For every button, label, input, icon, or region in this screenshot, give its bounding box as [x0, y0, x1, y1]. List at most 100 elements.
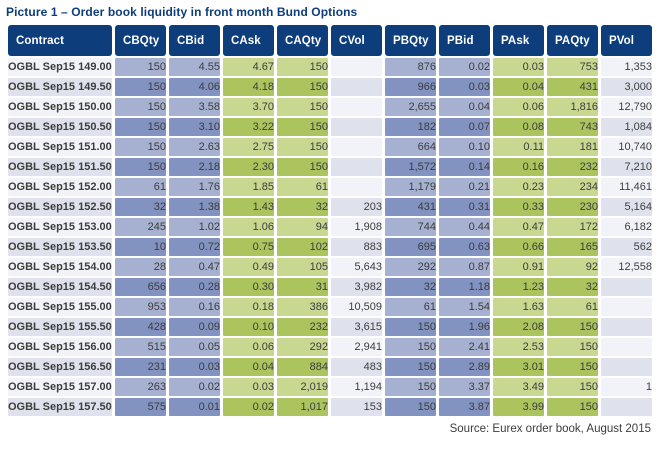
table-row: OGBL Sep15 152.50 32 1.38 1.43 32 203 431 0.31 0… [8, 198, 652, 216]
page-title: Picture 1 – Order book liquidity in fron… [6, 5, 358, 19]
cell-pbqty: 744 [385, 218, 436, 236]
cell-contract: OGBL Sep15 157.00 [8, 378, 112, 396]
cell-cvol [331, 138, 382, 156]
cell-cbid: 1.76 [169, 178, 220, 196]
cell-paqty: 150 [547, 358, 598, 376]
table-row: OGBL Sep15 151.50 150 2.18 2.30 150 1,572 0.14… [8, 158, 652, 176]
cell-caqty: 386 [277, 298, 328, 316]
table-row: OGBL Sep15 157.00 263 0.02 0.03 2,019 1,194 15… [8, 378, 652, 396]
cell-pvol: 6,182 [601, 218, 652, 236]
cell-cask: 3.22 [223, 118, 274, 136]
cell-pvol: 10,740 [601, 138, 652, 156]
cell-pask: 2.53 [493, 338, 544, 356]
cell-cvol [331, 118, 382, 136]
cell-pbqty: 966 [385, 78, 436, 96]
cell-pbid: 1.18 [439, 278, 490, 296]
table-header-cell-cask: CAsk [223, 25, 274, 56]
cell-pbid: 3.87 [439, 398, 490, 416]
cell-cask: 1.85 [223, 178, 274, 196]
cell-caqty: 150 [277, 158, 328, 176]
table-row: OGBL Sep15 156.50 231 0.03 0.04 884 483 150 2.8… [8, 358, 652, 376]
cell-cbid: 0.03 [169, 358, 220, 376]
cell-pask: 0.23 [493, 178, 544, 196]
cell-cask: 2.30 [223, 158, 274, 176]
table-row: OGBL Sep15 157.50 575 0.01 0.02 1,017 153 150 3… [8, 398, 652, 416]
cell-cvol: 483 [331, 358, 382, 376]
cell-cvol [331, 158, 382, 176]
cell-pbqty: 1,572 [385, 158, 436, 176]
cell-pask: 0.91 [493, 258, 544, 276]
cell-contract: OGBL Sep15 156.00 [8, 338, 112, 356]
cell-pask: 0.11 [493, 138, 544, 156]
cell-pvol: 5,164 [601, 198, 652, 216]
cell-pask: 3.49 [493, 378, 544, 396]
cell-paqty: 230 [547, 198, 598, 216]
cell-cbqty: 150 [115, 158, 166, 176]
table-header: Contract CBQty CBid CAsk CAQty CVol PBQty PBid P… [8, 25, 652, 56]
cell-pask: 0.08 [493, 118, 544, 136]
table-row: OGBL Sep15 153.50 10 0.72 0.75 102 883 695 0.63… [8, 238, 652, 256]
cell-pbqty: 431 [385, 198, 436, 216]
table-header-cell-paqty: PAQty [547, 25, 598, 56]
cell-cbid: 0.72 [169, 238, 220, 256]
cell-cbqty: 28 [115, 258, 166, 276]
table-header-cell-pvol: PVol [601, 25, 652, 56]
cell-pbqty: 150 [385, 398, 436, 416]
cell-pvol [601, 338, 652, 356]
table-row: OGBL Sep15 155.00 953 0.16 0.18 386 10,509 61 1… [8, 298, 652, 316]
cell-contract: OGBL Sep15 151.00 [8, 138, 112, 156]
cell-caqty: 105 [277, 258, 328, 276]
cell-pask: 0.16 [493, 158, 544, 176]
cell-cbid: 2.18 [169, 158, 220, 176]
cell-paqty: 150 [547, 318, 598, 336]
cell-pbqty: 2,655 [385, 98, 436, 116]
table-header-cell-pbqty: PBQty [385, 25, 436, 56]
cell-pask: 0.03 [493, 58, 544, 76]
cell-pvol: 1,084 [601, 118, 652, 136]
cell-cbid: 0.28 [169, 278, 220, 296]
cell-pbid: 0.63 [439, 238, 490, 256]
cell-cask: 0.49 [223, 258, 274, 276]
cell-cbid: 2.63 [169, 138, 220, 156]
cell-cvol: 2,941 [331, 338, 382, 356]
cell-pvol: 3,000 [601, 78, 652, 96]
cell-paqty: 32 [547, 278, 598, 296]
cell-cbid: 0.16 [169, 298, 220, 316]
cell-pbid: 0.04 [439, 98, 490, 116]
cell-caqty: 884 [277, 358, 328, 376]
cell-pbid: 0.31 [439, 198, 490, 216]
table-row: OGBL Sep15 156.00 515 0.05 0.06 292 2,941 150 2… [8, 338, 652, 356]
cell-paqty: 234 [547, 178, 598, 196]
table-header-cell-cbqty: CBQty [115, 25, 166, 56]
cell-pask: 0.04 [493, 78, 544, 96]
cell-pbid: 0.21 [439, 178, 490, 196]
cell-cbid: 4.06 [169, 78, 220, 96]
table-row: OGBL Sep15 154.00 28 0.47 0.49 105 5,643 292 0.… [8, 258, 652, 276]
table-header-cell-caqty: CAQty [277, 25, 328, 56]
cell-contract: OGBL Sep15 155.50 [8, 318, 112, 336]
cell-pvol: 1 [601, 378, 652, 396]
cell-pbid: 3.37 [439, 378, 490, 396]
cell-cvol [331, 98, 382, 116]
cell-pbid: 0.03 [439, 78, 490, 96]
cell-contract: OGBL Sep15 154.50 [8, 278, 112, 296]
cell-cask: 0.18 [223, 298, 274, 316]
cell-cbid: 0.05 [169, 338, 220, 356]
cell-cbqty: 150 [115, 118, 166, 136]
cell-cbid: 4.55 [169, 58, 220, 76]
table-header-cell-cbid: CBid [169, 25, 220, 56]
cell-caqty: 150 [277, 58, 328, 76]
cell-pvol: 1,353 [601, 58, 652, 76]
table-row: OGBL Sep15 154.50 656 0.28 0.30 31 3,982 32 1.1… [8, 278, 652, 296]
cell-cvol: 153 [331, 398, 382, 416]
cell-pvol: 562 [601, 238, 652, 256]
cell-caqty: 150 [277, 118, 328, 136]
cell-pbqty: 695 [385, 238, 436, 256]
cell-pbqty: 292 [385, 258, 436, 276]
cell-caqty: 150 [277, 138, 328, 156]
cell-cask: 4.18 [223, 78, 274, 96]
cell-caqty: 2,019 [277, 378, 328, 396]
cell-contract: OGBL Sep15 150.50 [8, 118, 112, 136]
cell-caqty: 292 [277, 338, 328, 356]
